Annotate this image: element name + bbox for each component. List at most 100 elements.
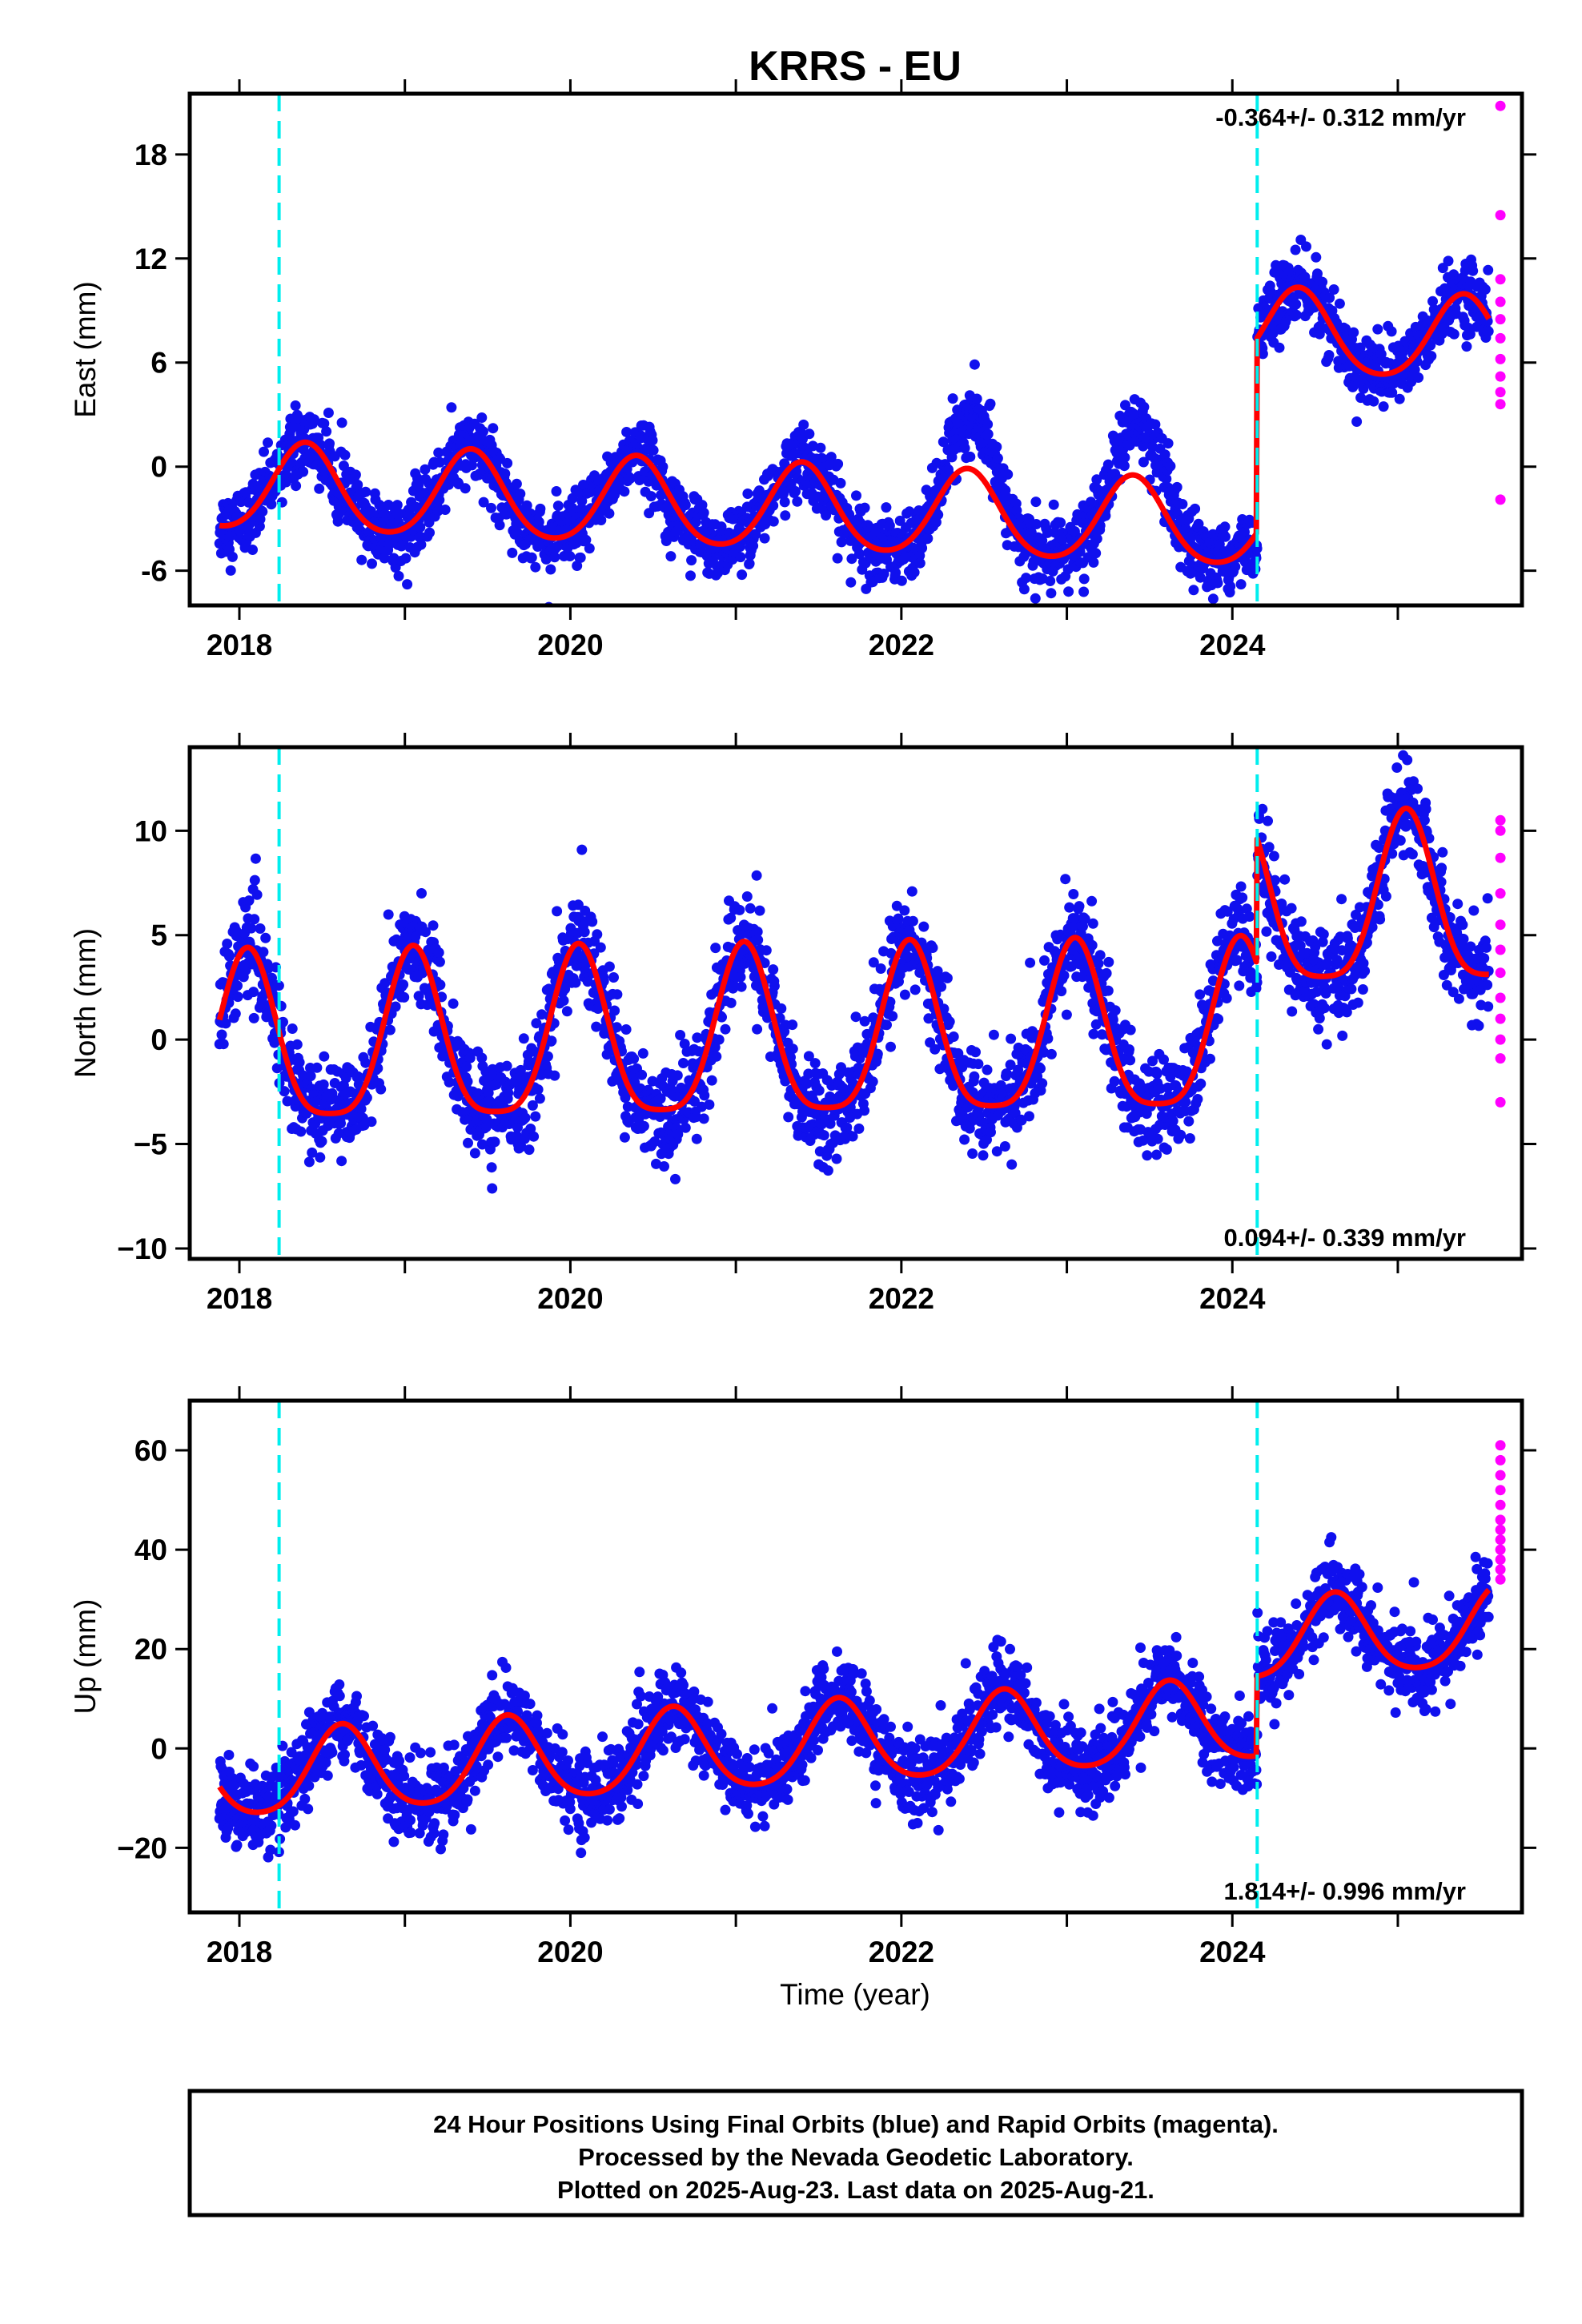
final-orbit-point	[1064, 902, 1075, 913]
final-orbit-point	[467, 460, 477, 471]
final-orbit-point	[845, 577, 857, 588]
final-orbit-point	[967, 1148, 978, 1159]
final-orbit-point	[1037, 1078, 1048, 1089]
final-orbit-point	[965, 451, 976, 462]
final-orbit-point	[476, 1139, 488, 1150]
final-orbit-point	[661, 536, 672, 546]
final-orbit-point	[1171, 481, 1182, 493]
final-orbit-point	[1039, 955, 1050, 966]
final-orbit-point	[327, 1088, 338, 1099]
final-orbit-point	[1055, 517, 1066, 529]
final-orbit-point	[595, 942, 606, 953]
final-orbit-point	[768, 500, 779, 511]
final-orbit-point	[1150, 419, 1161, 430]
y-tick-label: 18	[135, 139, 167, 171]
final-orbit-point	[352, 1071, 363, 1082]
final-orbit-point	[551, 486, 562, 497]
final-orbit-point	[282, 1096, 293, 1107]
final-orbit-point	[476, 1052, 488, 1063]
final-orbit-point	[1018, 584, 1030, 595]
final-orbit-point	[1162, 438, 1174, 449]
final-orbit-point	[383, 909, 394, 920]
final-orbit-point	[579, 927, 590, 938]
final-orbit-point	[853, 549, 865, 560]
final-orbit-point	[1046, 588, 1057, 599]
final-orbit-point	[584, 543, 595, 554]
final-orbit-point	[612, 989, 623, 1000]
final-orbit-point	[768, 964, 779, 975]
final-orbit-point	[336, 417, 347, 428]
final-orbit-point	[1279, 874, 1291, 885]
final-orbit-point	[1138, 456, 1149, 468]
final-orbit-point	[1357, 984, 1368, 995]
final-orbit-point	[948, 1031, 959, 1042]
final-orbit-point	[464, 1052, 476, 1063]
east-rapid-orbit-points	[1495, 100, 1506, 505]
final-orbit-point	[259, 446, 269, 457]
rapid-orbit-point	[1495, 494, 1506, 505]
final-orbit-point	[846, 553, 857, 565]
final-orbit-point	[1175, 1129, 1186, 1140]
rapid-orbit-point	[1495, 371, 1506, 382]
final-orbit-point	[1159, 449, 1170, 460]
final-orbit-point	[352, 479, 363, 490]
final-orbit-point	[575, 552, 586, 563]
final-orbit-point	[787, 1043, 798, 1055]
final-orbit-point	[511, 478, 522, 489]
final-orbit-point	[530, 561, 541, 573]
final-orbit-point	[1301, 241, 1311, 252]
final-orbit-point	[434, 956, 445, 967]
final-orbit-point	[260, 932, 271, 943]
final-orbit-point	[850, 1011, 861, 1023]
final-orbit-point	[596, 515, 607, 525]
rapid-orbit-point	[1495, 210, 1506, 221]
final-orbit-point	[379, 978, 391, 989]
final-orbit-point	[725, 997, 737, 1008]
final-orbit-point	[986, 1127, 996, 1138]
final-orbit-point	[1464, 328, 1476, 340]
final-orbit-point	[768, 516, 779, 527]
final-orbit-point	[486, 502, 496, 513]
final-orbit-point	[502, 457, 513, 468]
final-orbit-point	[1102, 459, 1114, 470]
final-orbit-point	[446, 402, 457, 413]
final-orbit-point	[295, 1126, 307, 1137]
final-orbit-point	[1219, 521, 1231, 533]
final-orbit-point	[619, 486, 630, 497]
north-plot-area	[214, 747, 1506, 1259]
final-orbit-point	[1142, 1150, 1153, 1161]
final-orbit-point	[355, 1104, 367, 1115]
final-orbit-point	[335, 1118, 346, 1129]
final-orbit-point	[222, 939, 233, 949]
final-orbit-point	[1030, 519, 1042, 529]
rapid-orbit-point	[1495, 274, 1506, 285]
final-orbit-point	[959, 443, 970, 454]
final-orbit-point	[1334, 298, 1345, 309]
final-orbit-point	[790, 486, 801, 497]
final-orbit-point	[835, 477, 846, 489]
final-orbit-point	[922, 533, 934, 544]
final-orbit-point	[480, 1121, 492, 1132]
final-orbit-point	[1483, 326, 1494, 337]
final-orbit-point	[1025, 957, 1036, 968]
final-orbit-point	[434, 494, 445, 505]
final-orbit-point	[821, 510, 832, 521]
final-orbit-point	[970, 1047, 981, 1058]
east-rate-label: -0.364+/- 0.312 mm/yr	[1215, 103, 1466, 131]
final-orbit-point	[366, 1116, 377, 1128]
final-orbit-point	[367, 558, 377, 569]
final-orbit-point	[628, 1053, 640, 1064]
final-orbit-point	[249, 875, 260, 886]
final-orbit-point	[1483, 264, 1494, 275]
final-orbit-point	[1087, 918, 1098, 929]
final-orbit-point	[1030, 497, 1042, 508]
final-orbit-point	[1060, 874, 1071, 885]
final-orbit-point	[1346, 983, 1357, 995]
final-orbit-point	[1213, 1014, 1224, 1025]
final-orbit-point	[415, 521, 426, 533]
rapid-orbit-point	[1495, 387, 1506, 398]
final-orbit-point	[1336, 894, 1347, 905]
final-orbit-point	[894, 515, 905, 526]
